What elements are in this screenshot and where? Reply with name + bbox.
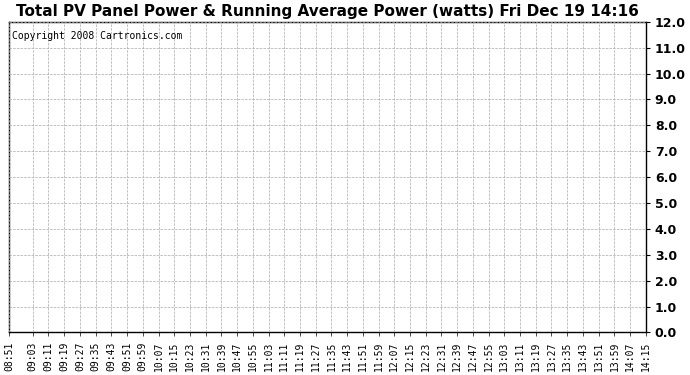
Title: Total PV Panel Power & Running Average Power (watts) Fri Dec 19 14:16: Total PV Panel Power & Running Average P… <box>16 4 639 19</box>
Text: Copyright 2008 Cartronics.com: Copyright 2008 Cartronics.com <box>12 31 183 41</box>
